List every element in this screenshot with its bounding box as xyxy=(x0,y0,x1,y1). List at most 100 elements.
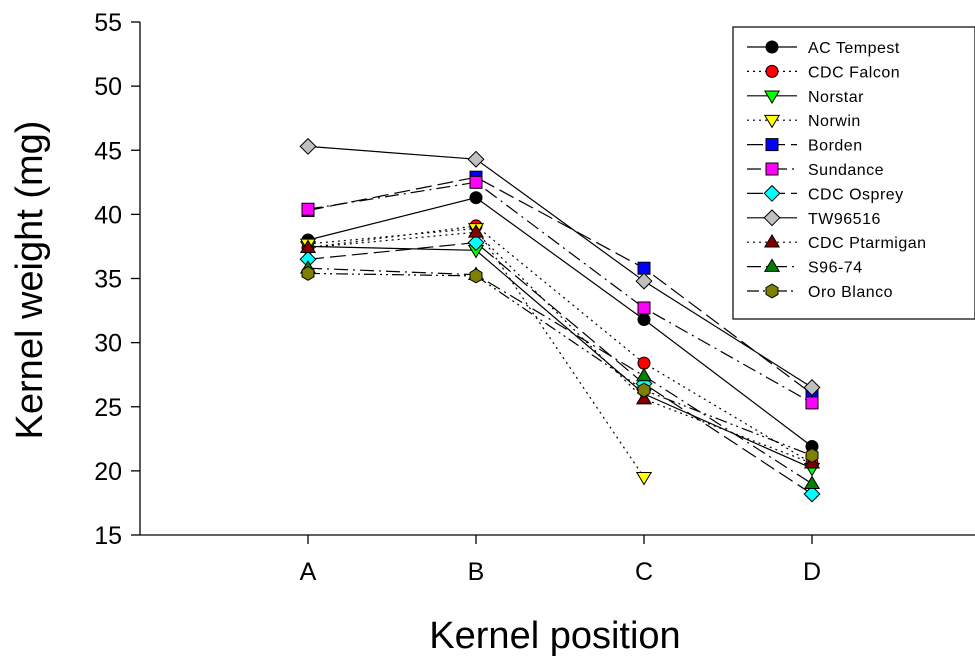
series-line xyxy=(307,272,813,457)
data-point xyxy=(637,261,651,275)
legend-marker xyxy=(763,184,781,202)
legend-entry: Sundance xyxy=(747,162,884,179)
series-layer xyxy=(299,137,821,503)
data-point xyxy=(803,379,821,397)
series-ac-tempest xyxy=(307,197,813,447)
legend-marker xyxy=(763,234,781,248)
legend-label: Borden xyxy=(808,138,863,155)
series-borden xyxy=(307,176,813,395)
legend-marker xyxy=(765,64,779,78)
series-line xyxy=(307,267,813,485)
legend-label: Norstar xyxy=(808,89,864,106)
y-tick-label: 50 xyxy=(94,73,122,101)
y-tick-label: 25 xyxy=(94,394,122,422)
series-oro-blanco xyxy=(307,272,813,457)
y-tick-label: 15 xyxy=(94,522,122,550)
legend-marker xyxy=(765,40,779,54)
data-point xyxy=(469,191,483,205)
legend-entry: Oro Blanco xyxy=(747,283,893,301)
legend-label: Sundance xyxy=(808,162,884,179)
series-line xyxy=(307,231,813,464)
legend-label: S96-74 xyxy=(808,260,863,277)
data-point xyxy=(803,485,821,503)
series-s96-74 xyxy=(307,267,813,485)
data-point xyxy=(469,175,483,189)
data-point xyxy=(299,137,317,155)
legend-label: Oro Blanco xyxy=(808,284,893,301)
series-line xyxy=(307,176,813,395)
legend-label: Norwin xyxy=(808,113,861,130)
data-point xyxy=(635,390,653,405)
data-point xyxy=(805,448,819,463)
axes: 15 20 25 30 35 40 45 50 55 A B C D xyxy=(94,9,975,586)
data-point xyxy=(467,234,485,252)
y-tick-label: 30 xyxy=(94,330,122,358)
y-tick-label: 40 xyxy=(94,201,122,229)
y-axis-title: Kernel weight (mg) xyxy=(9,121,51,440)
legend-marker xyxy=(763,258,781,272)
data-point xyxy=(467,224,485,238)
legend-marker xyxy=(765,283,779,299)
legend-marker xyxy=(763,209,781,227)
legend-entry: CDC Falcon xyxy=(747,64,900,81)
series-markers xyxy=(301,175,819,410)
data-point xyxy=(467,150,485,168)
legend-entry: TW96516 xyxy=(747,209,881,228)
legend: AC Tempest CDC Falcon Norstar Norwin Borden S… xyxy=(732,26,975,320)
data-point xyxy=(469,268,483,284)
legend-entry: CDC Osprey xyxy=(747,184,904,203)
legend-marker xyxy=(763,114,781,129)
series-line xyxy=(307,245,813,469)
series-line xyxy=(307,241,813,495)
series-markers xyxy=(299,223,653,486)
data-point xyxy=(301,202,315,216)
data-point xyxy=(637,382,651,398)
legend-marker xyxy=(765,162,779,176)
series-cdc-ptarmigan xyxy=(307,231,813,464)
series-markers xyxy=(299,137,821,397)
series-markers xyxy=(301,265,819,463)
data-point xyxy=(803,475,821,489)
legend-label: CDC Falcon xyxy=(808,64,900,81)
legend-marker xyxy=(765,138,779,152)
x-tick-label: B xyxy=(468,558,485,586)
series-sundance xyxy=(307,181,813,404)
legend-marker xyxy=(763,90,781,104)
x-tick-label: D xyxy=(803,558,821,586)
series-norstar xyxy=(307,245,813,469)
x-axis-title: Kernel position xyxy=(429,615,680,656)
series-line xyxy=(307,227,645,478)
y-tick-label: 45 xyxy=(94,137,122,165)
legend-entry: Borden xyxy=(747,138,863,155)
legend-label: CDC Ptarmigan xyxy=(808,235,927,252)
data-point xyxy=(301,265,315,281)
data-point xyxy=(299,239,317,254)
series-line xyxy=(307,181,813,404)
data-point xyxy=(805,396,819,410)
legend-label: AC Tempest xyxy=(808,40,900,57)
x-tick-label: A xyxy=(300,558,317,586)
legend-entry: Norstar xyxy=(747,89,864,106)
series-line xyxy=(307,145,813,389)
series-norwin xyxy=(307,227,645,478)
legend-entry: S96-74 xyxy=(747,258,863,277)
data-point xyxy=(637,313,651,327)
legend-entry: Norwin xyxy=(747,113,861,130)
y-tick-label: 55 xyxy=(94,9,122,37)
series-tw96516 xyxy=(307,145,813,389)
data-point xyxy=(637,356,651,370)
data-point xyxy=(635,471,653,486)
series-cdc-osprey xyxy=(307,241,813,495)
y-tick-label: 35 xyxy=(94,266,122,294)
legend-label: TW96516 xyxy=(808,211,881,228)
legend-entry: AC Tempest xyxy=(747,40,900,57)
x-tick-label: C xyxy=(635,558,653,586)
legend-label: CDC Osprey xyxy=(808,186,904,203)
data-point xyxy=(635,272,653,290)
y-tick-label: 20 xyxy=(94,458,122,486)
legend-entry: CDC Ptarmigan xyxy=(747,234,927,252)
data-point xyxy=(637,301,651,315)
series-line xyxy=(307,197,813,447)
data-point xyxy=(635,367,653,382)
